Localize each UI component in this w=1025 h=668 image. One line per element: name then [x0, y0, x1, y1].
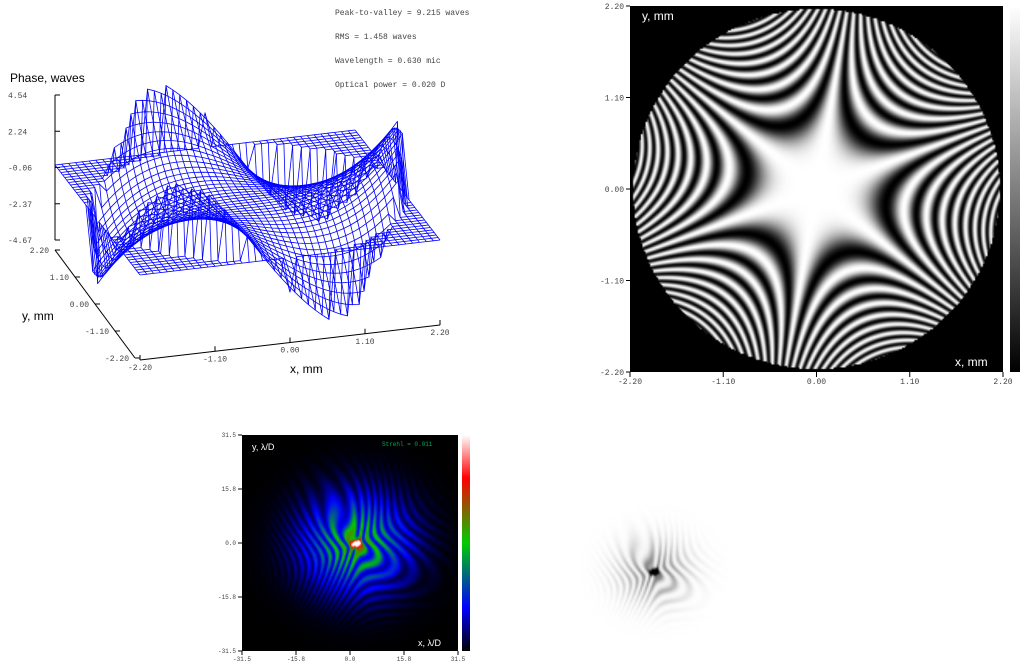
- mesh-line: [74, 154, 375, 209]
- psf-image: [242, 435, 458, 651]
- y-tick-label: 0.00: [605, 186, 624, 195]
- mesh-line: [60, 99, 361, 211]
- mesh-line: [68, 140, 369, 220]
- x-axis-label: x, mm: [290, 362, 323, 376]
- y-tick-label: 0.0: [225, 540, 236, 547]
- mesh-line: [354, 121, 441, 241]
- x-tick-label: 0.00: [807, 378, 826, 387]
- y-tick-label: -1.10: [600, 278, 624, 287]
- z-tick-label: 2.24: [8, 128, 27, 137]
- mesh-line: [293, 136, 379, 277]
- y-tick-label: -2.20: [600, 369, 624, 378]
- mesh-line: [54, 112, 356, 166]
- x-tick-label: 31.5: [451, 656, 466, 663]
- y-tick-label: -31.5: [218, 648, 236, 655]
- annotation: Strehl = 0.011: [382, 441, 433, 448]
- y-tick-label: 31.5: [222, 432, 237, 439]
- x-tick-label: -31.5: [233, 656, 251, 663]
- x-axis-label: x, λ/D: [418, 638, 442, 648]
- mesh-line: [225, 142, 311, 305]
- surface-plot: Peak-to-valley = 9.215 waves RMS = 1.458 …: [8, 9, 470, 376]
- mesh-line: [72, 152, 373, 209]
- y-tick-label: 2.20: [30, 247, 49, 256]
- y-tick-label: 15.8: [222, 486, 237, 493]
- mesh-line: [56, 84, 357, 170]
- mesh-line: [58, 88, 359, 197]
- y-tick-label: 2.20: [605, 3, 624, 12]
- interferogram: y, mm x, mm 2.20 1.10 0.00 -1.10 -2.20-2.20 -1.…: [600, 3, 1020, 387]
- x-axis-label: x, mm: [955, 355, 988, 369]
- y-axis-label: y, λ/D: [252, 442, 275, 452]
- z-tick-label: -4.67: [8, 237, 32, 246]
- x-tick-label: 1.10: [355, 338, 374, 347]
- mesh-line: [83, 164, 385, 259]
- y-axis-label: y, mm: [642, 9, 674, 23]
- mesh-line: [85, 153, 387, 273]
- z-axis-label: Phase, waves: [10, 71, 85, 85]
- y-tick-label: 1.10: [605, 95, 624, 104]
- mesh-line: [138, 235, 439, 321]
- mesh-line: [313, 134, 400, 246]
- mesh-line: [259, 140, 345, 315]
- mesh-line: [306, 135, 393, 258]
- colorbar: [462, 435, 470, 651]
- x-tick-label: 15.8: [397, 656, 412, 663]
- z-tick-label: -0.06: [8, 165, 32, 174]
- mesh-line: [170, 89, 257, 262]
- x-tick-label: -2.20: [618, 378, 642, 387]
- mesh-line: [327, 132, 414, 244]
- z-tick-label: 4.54: [8, 92, 27, 101]
- x-tick-label: 0.00: [280, 347, 299, 356]
- mesh-line: [334, 132, 420, 243]
- y-tick-label: -1.10: [85, 328, 109, 337]
- x-tick-label: -1.10: [203, 355, 227, 364]
- mesh-line: [341, 131, 427, 242]
- mesh-line: [64, 121, 365, 217]
- y-tick-label: -2.20: [105, 355, 129, 364]
- mesh-line: [76, 157, 377, 226]
- info-line: Peak-to-valley = 9.215 waves: [335, 9, 470, 18]
- x-tick-label: 0.0: [345, 656, 356, 663]
- y-axis-label: y, mm: [22, 309, 54, 323]
- mesh-line: [62, 111, 363, 215]
- mesh-line: [211, 126, 298, 293]
- mesh-line: [80, 162, 381, 249]
- mesh-line: [218, 133, 304, 299]
- info-line: Optical power = 0.020 D: [335, 81, 446, 90]
- y-tick-label: -15.8: [218, 594, 236, 601]
- psf-gray-image: [488, 410, 750, 665]
- psf-plot: y, λ/D x, λ/D Strehl = 0.011 31.5 15.8 0.0 -15…: [218, 432, 470, 663]
- mesh-line: [81, 164, 383, 255]
- mesh-line: [66, 131, 367, 223]
- colorbar: [1010, 6, 1020, 372]
- x-tick-label: -15.8: [287, 656, 305, 663]
- info-line: Wavelength = 0.630 mic: [335, 57, 441, 66]
- x-tick-label: 2.20: [430, 329, 449, 338]
- x-tick-label: 2.20: [993, 378, 1012, 387]
- x-tick-label: -2.20: [128, 364, 152, 373]
- mesh-line: [300, 136, 386, 262]
- mesh-line: [238, 143, 325, 316]
- mesh-line: [87, 147, 389, 276]
- mesh-line: [347, 127, 434, 242]
- y-tick-label: 0.00: [70, 301, 89, 310]
- x-tick-label: -1.10: [711, 378, 735, 387]
- z-tick-label: -2.37: [8, 201, 32, 210]
- fringe-image: [630, 6, 1003, 372]
- wireframe: [54, 84, 441, 321]
- y-tick-label: 1.10: [50, 274, 69, 283]
- x-tick-label: 1.10: [900, 378, 919, 387]
- info-line: RMS = 1.458 waves: [335, 33, 417, 42]
